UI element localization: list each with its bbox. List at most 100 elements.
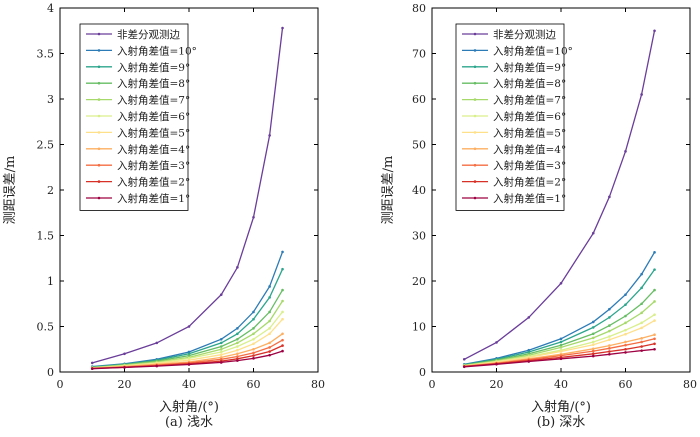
data-point <box>624 303 627 306</box>
data-point <box>624 293 627 296</box>
chart-panel-2: 0 20 40 60 80 0 10 20 30 40 50 60 70 80 入射角/(°) 测距误差/m (… <box>381 2 697 430</box>
data-point <box>268 332 271 336</box>
x-tick-label: 80 <box>311 378 325 391</box>
legend-marker <box>97 131 101 134</box>
legend-label: 入射角差值=9° <box>117 61 190 74</box>
legend-label: 入射角差值=10° <box>117 44 197 57</box>
data-point <box>559 357 563 361</box>
legend-marker <box>473 81 477 85</box>
data-point <box>252 337 255 341</box>
data-point <box>640 302 643 306</box>
data-point <box>653 300 656 303</box>
legend-label: 入射角差值=5° <box>117 126 190 139</box>
data-point <box>624 150 627 153</box>
data-point <box>591 336 595 340</box>
data-point <box>252 342 255 346</box>
data-point <box>608 347 611 350</box>
data-point <box>591 320 595 324</box>
data-point <box>236 337 239 341</box>
x-tick-label: 40 <box>182 378 196 391</box>
data-point <box>624 328 627 332</box>
data-point <box>187 363 191 366</box>
data-point <box>608 307 611 311</box>
data-point <box>640 272 643 276</box>
data-point <box>281 349 284 353</box>
data-point <box>608 329 611 333</box>
legend-label: 入射角差值=10° <box>493 44 573 57</box>
legend-marker <box>97 114 101 118</box>
data-point <box>268 310 271 314</box>
data-point <box>640 326 643 330</box>
data-point <box>281 344 284 347</box>
data-point <box>653 313 656 316</box>
y-tick-label: 3.5 <box>37 48 55 61</box>
data-point <box>281 310 284 314</box>
data-point <box>653 337 656 341</box>
legend-marker <box>473 114 477 118</box>
data-point <box>591 349 595 353</box>
data-point <box>640 93 643 96</box>
data-point <box>219 350 223 354</box>
panel-caption: (a) 浅水 <box>165 415 213 430</box>
legend-label: 入射角差值=7° <box>117 94 190 107</box>
data-point <box>559 354 563 357</box>
data-point <box>187 358 191 362</box>
legend-marker <box>473 196 477 200</box>
y-tick-label: 1.5 <box>37 230 55 243</box>
y-tick-label: 70 <box>412 48 426 61</box>
data-point <box>281 288 284 292</box>
data-point <box>252 357 255 360</box>
data-point <box>236 327 239 330</box>
legend-marker <box>473 131 477 134</box>
data-point <box>187 354 191 357</box>
data-point <box>236 345 239 348</box>
legend-marker <box>473 49 477 52</box>
y-axis-label: 测距误差/m <box>381 156 396 225</box>
data-point <box>236 332 239 336</box>
legend-marker <box>97 81 101 85</box>
data-point <box>236 341 239 345</box>
legend-box <box>455 23 565 211</box>
data-point <box>155 364 159 368</box>
data-point <box>653 29 656 33</box>
y-tick-label: 0.5 <box>37 321 55 334</box>
data-point <box>653 288 656 292</box>
legend-label: 入射角差值=8° <box>493 77 566 90</box>
legend-label: 入射角差值=3° <box>493 159 566 172</box>
data-point <box>527 316 531 319</box>
y-tick-label: 4 <box>47 2 54 15</box>
legend-label: 入射角差值=2° <box>117 176 190 189</box>
x-tick-label: 0 <box>57 378 64 391</box>
data-point <box>219 347 223 351</box>
data-point <box>608 324 611 327</box>
x-tick-label: 40 <box>554 378 568 391</box>
data-point <box>219 356 223 359</box>
data-point <box>281 338 284 342</box>
data-point <box>495 362 498 366</box>
legend-marker <box>97 32 101 36</box>
legend-marker <box>97 98 101 101</box>
data-point <box>624 343 627 347</box>
data-point <box>236 266 239 269</box>
legend-label: 入射角差值=4° <box>117 143 190 156</box>
y-tick-label: 50 <box>412 139 426 152</box>
data-point <box>281 26 284 30</box>
data-point <box>653 268 656 271</box>
data-point <box>90 361 94 365</box>
data-point <box>640 340 643 344</box>
data-point <box>268 353 271 357</box>
data-point <box>559 337 563 341</box>
data-point <box>462 357 466 361</box>
data-point <box>236 348 239 352</box>
data-point <box>559 346 563 349</box>
data-point <box>559 343 563 347</box>
data-point <box>591 231 595 235</box>
data-point <box>252 310 255 314</box>
data-point <box>281 250 284 254</box>
data-point <box>252 351 255 355</box>
data-point <box>219 361 223 364</box>
data-point <box>268 350 271 353</box>
legend-label: 入射角差值=4° <box>493 143 566 156</box>
y-tick-label: 20 <box>412 275 426 288</box>
